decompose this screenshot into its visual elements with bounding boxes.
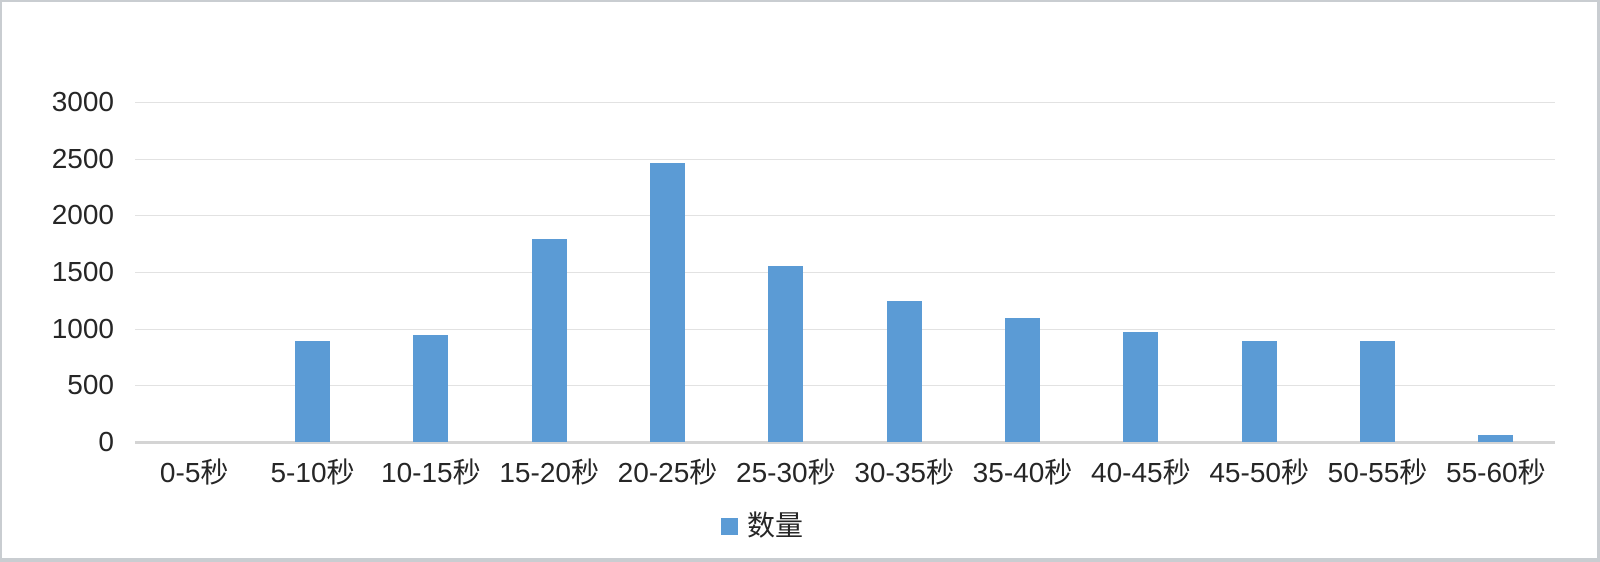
x-tick-label: 20-25秒	[617, 457, 718, 488]
plot-area	[135, 102, 1555, 444]
y-tick-label: 500	[67, 369, 114, 401]
bar-10-15秒[interactable]	[413, 334, 449, 442]
legend[interactable]: 数量	[721, 511, 803, 541]
x-tick-label: 40-45秒	[1091, 457, 1191, 488]
gridline-1500	[135, 272, 1555, 273]
bar-20-25秒[interactable]	[650, 163, 685, 442]
y-tick-label: 2500	[51, 142, 114, 174]
bar-15-20秒[interactable]	[531, 239, 567, 442]
bar-5-10秒[interactable]	[295, 341, 330, 442]
x-tick-label: 30-35秒	[854, 457, 954, 488]
x-tick-label: 50-55秒	[1327, 457, 1428, 488]
gridline-3000	[135, 102, 1555, 103]
legend-label: 数量	[747, 510, 804, 541]
legend-swatch-icon	[721, 517, 738, 535]
gridline-500	[135, 385, 1555, 387]
gridline-2500	[135, 158, 1555, 160]
gridline-1000	[135, 328, 1555, 330]
bar-45-50秒[interactable]	[1241, 340, 1277, 442]
x-tick-label: 45-50秒	[1209, 457, 1309, 488]
bar-25-30秒[interactable]	[768, 265, 804, 442]
x-tick-label: 35-40秒	[972, 457, 1073, 488]
gridline-2000	[135, 215, 1555, 217]
bar-50-55秒[interactable]	[1360, 341, 1395, 442]
x-tick-label: 15-20秒	[499, 457, 599, 488]
bar-40-45秒[interactable]	[1123, 332, 1159, 442]
y-tick-label: 3000	[51, 86, 114, 117]
y-tick-label: 1500	[51, 256, 114, 287]
x-tick-label: 0-5秒	[159, 457, 229, 488]
bar-30-35秒[interactable]	[886, 301, 922, 442]
gridline-0	[135, 441, 1555, 444]
x-tick-label: 5-10秒	[270, 457, 355, 488]
y-tick-label: 1000	[51, 312, 114, 344]
x-tick-label: 10-15秒	[381, 457, 481, 488]
x-tick-label: 55-60秒	[1446, 457, 1546, 488]
y-tick-label: 0	[98, 426, 114, 457]
bar-55-60秒[interactable]	[1478, 435, 1514, 442]
bar-35-40秒[interactable]	[1005, 317, 1040, 442]
x-tick-label: 25-30秒	[736, 457, 836, 488]
y-tick-label: 2000	[51, 199, 114, 231]
